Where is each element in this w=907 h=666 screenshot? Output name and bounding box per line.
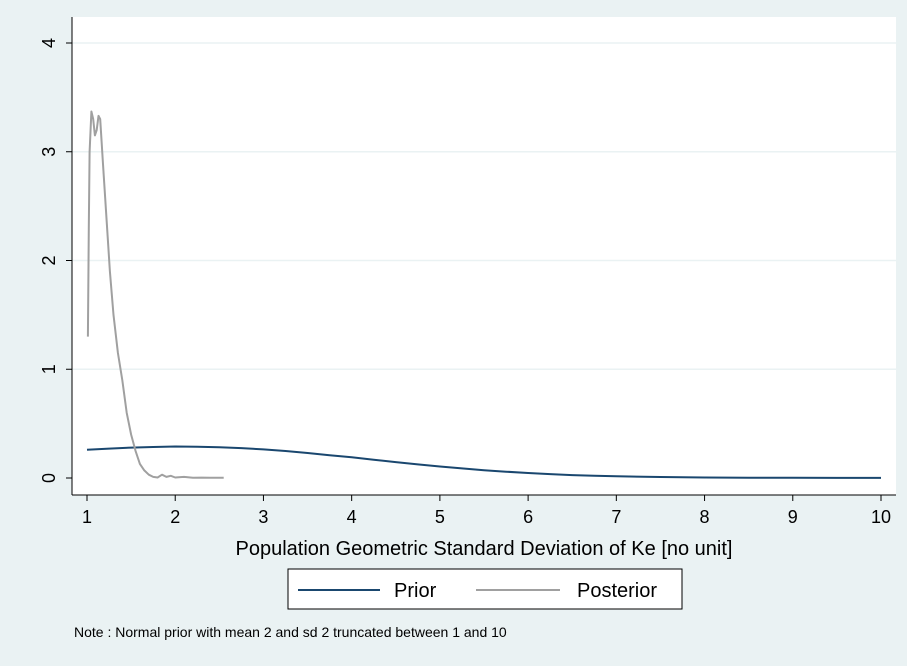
chart-note: Note : Normal prior with mean 2 and sd 2… [74, 624, 507, 640]
plot-area [72, 17, 896, 495]
y-tick-label: 4 [39, 38, 59, 48]
x-tick-label: 8 [700, 507, 710, 527]
x-tick-label: 9 [788, 507, 798, 527]
x-tick-label: 7 [611, 507, 621, 527]
y-tick-label: 0 [39, 473, 59, 483]
y-tick-label: 1 [39, 364, 59, 374]
legend: Prior Posterior [287, 568, 683, 610]
legend-label-posterior: Posterior [577, 580, 657, 602]
y-tick-label: 2 [39, 255, 59, 265]
x-tick-label: 10 [871, 507, 891, 527]
y-tick-label: 3 [39, 147, 59, 157]
grid [72, 42, 896, 370]
x-tick-label: 3 [258, 507, 268, 527]
x-ticks: 1 2 3 4 5 6 7 8 9 10 [82, 495, 891, 527]
series-line-posterior [86, 110, 224, 479]
x-tick-label: 6 [523, 507, 533, 527]
x-tick-label: 1 [82, 507, 92, 527]
series-lines [86, 110, 881, 479]
series-line-prior [86, 445, 881, 479]
x-tick-label: 5 [435, 507, 445, 527]
legend-label-prior: Prior [394, 580, 437, 602]
x-tick-label: 4 [347, 507, 357, 527]
y-ticks: 0 1 2 3 4 [39, 38, 72, 483]
x-axis-label: Population Geometric Standard Deviation … [236, 538, 733, 560]
x-tick-label: 2 [170, 507, 180, 527]
